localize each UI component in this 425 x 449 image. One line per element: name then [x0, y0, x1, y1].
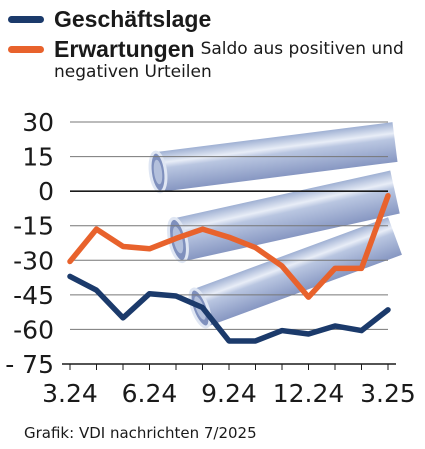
x-tick-label: 6.24 [122, 379, 178, 408]
x-axis: 3.24 6.24 9.24 12.24 3.25 [42, 363, 416, 408]
legend: Geschäftslage Erwartungen Saldo aus posi… [8, 4, 420, 84]
y-tick-label: -60 [13, 315, 54, 344]
y-tick-label: 0 [38, 177, 54, 206]
series-lines [67, 193, 391, 344]
y-tick-label: 15 [22, 143, 54, 172]
series-line-geschaeftslage [67, 273, 391, 344]
y-tick-label: 30 [22, 108, 54, 137]
legend-item-erwartungen: Erwartungen Saldo aus positiven und [8, 34, 420, 64]
y-tick-label: -45 [13, 281, 54, 310]
source-credit: Grafik: VDI nachrichten 7/2025 [24, 424, 257, 442]
legend-note-line1: Saldo aus positiven und [200, 39, 404, 59]
legend-label-erwartungen: Erwartungen [54, 36, 195, 62]
x-tick-label: 3.24 [42, 379, 98, 408]
series-line-erwartungen [67, 193, 391, 300]
legend-label-geschaeftslage: Geschäftslage [54, 6, 212, 32]
x-tick-label: 9.24 [201, 379, 257, 408]
y-tick-label: -30 [13, 246, 54, 275]
x-tick-label: 12.24 [273, 379, 345, 408]
legend-note-line2: negativen Urteilen [54, 62, 212, 82]
y-axis-tick-labels: 30 15 0 -15 -30 -45 -60 - 75 [5, 108, 54, 379]
y-tick-label: - 75 [5, 350, 54, 379]
y-tick-label: -15 [13, 212, 54, 241]
x-tick-label: 3.25 [360, 379, 416, 408]
legend-swatch-geschaeftslage [8, 16, 44, 23]
legend-item-geschaeftslage: Geschäftslage [8, 4, 420, 34]
legend-swatch-erwartungen [8, 46, 44, 53]
